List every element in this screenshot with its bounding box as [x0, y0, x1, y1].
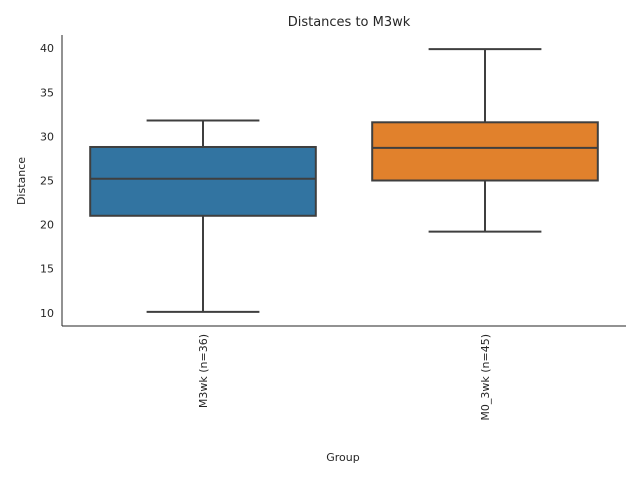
- box-iqr: [89, 145, 317, 217]
- y-axis-label: Distance: [15, 157, 28, 205]
- x-tick-label: M0_3wk (n=45): [479, 334, 492, 421]
- x-axis-label: Group: [326, 451, 360, 464]
- boxes: [89, 48, 599, 313]
- y-ticks: 10 15 20 25 30 35 40: [40, 42, 54, 320]
- x-tick-label: M3wk (n=36): [197, 334, 210, 408]
- y-tick-label: 10: [40, 307, 54, 320]
- y-tick-label: 25: [40, 175, 54, 188]
- y-tick-label: 30: [40, 130, 54, 143]
- x-ticks: M3wk (n=36) M0_3wk (n=45): [197, 334, 492, 421]
- y-tick-label: 15: [40, 263, 54, 276]
- box-group: [89, 119, 317, 313]
- y-tick-label: 35: [40, 86, 54, 99]
- box-iqr: [371, 121, 599, 182]
- y-tick-label: 40: [40, 42, 54, 55]
- box-group: [371, 48, 599, 233]
- chart-title: Distances to M3wk: [288, 15, 411, 30]
- y-tick-label: 20: [40, 219, 54, 232]
